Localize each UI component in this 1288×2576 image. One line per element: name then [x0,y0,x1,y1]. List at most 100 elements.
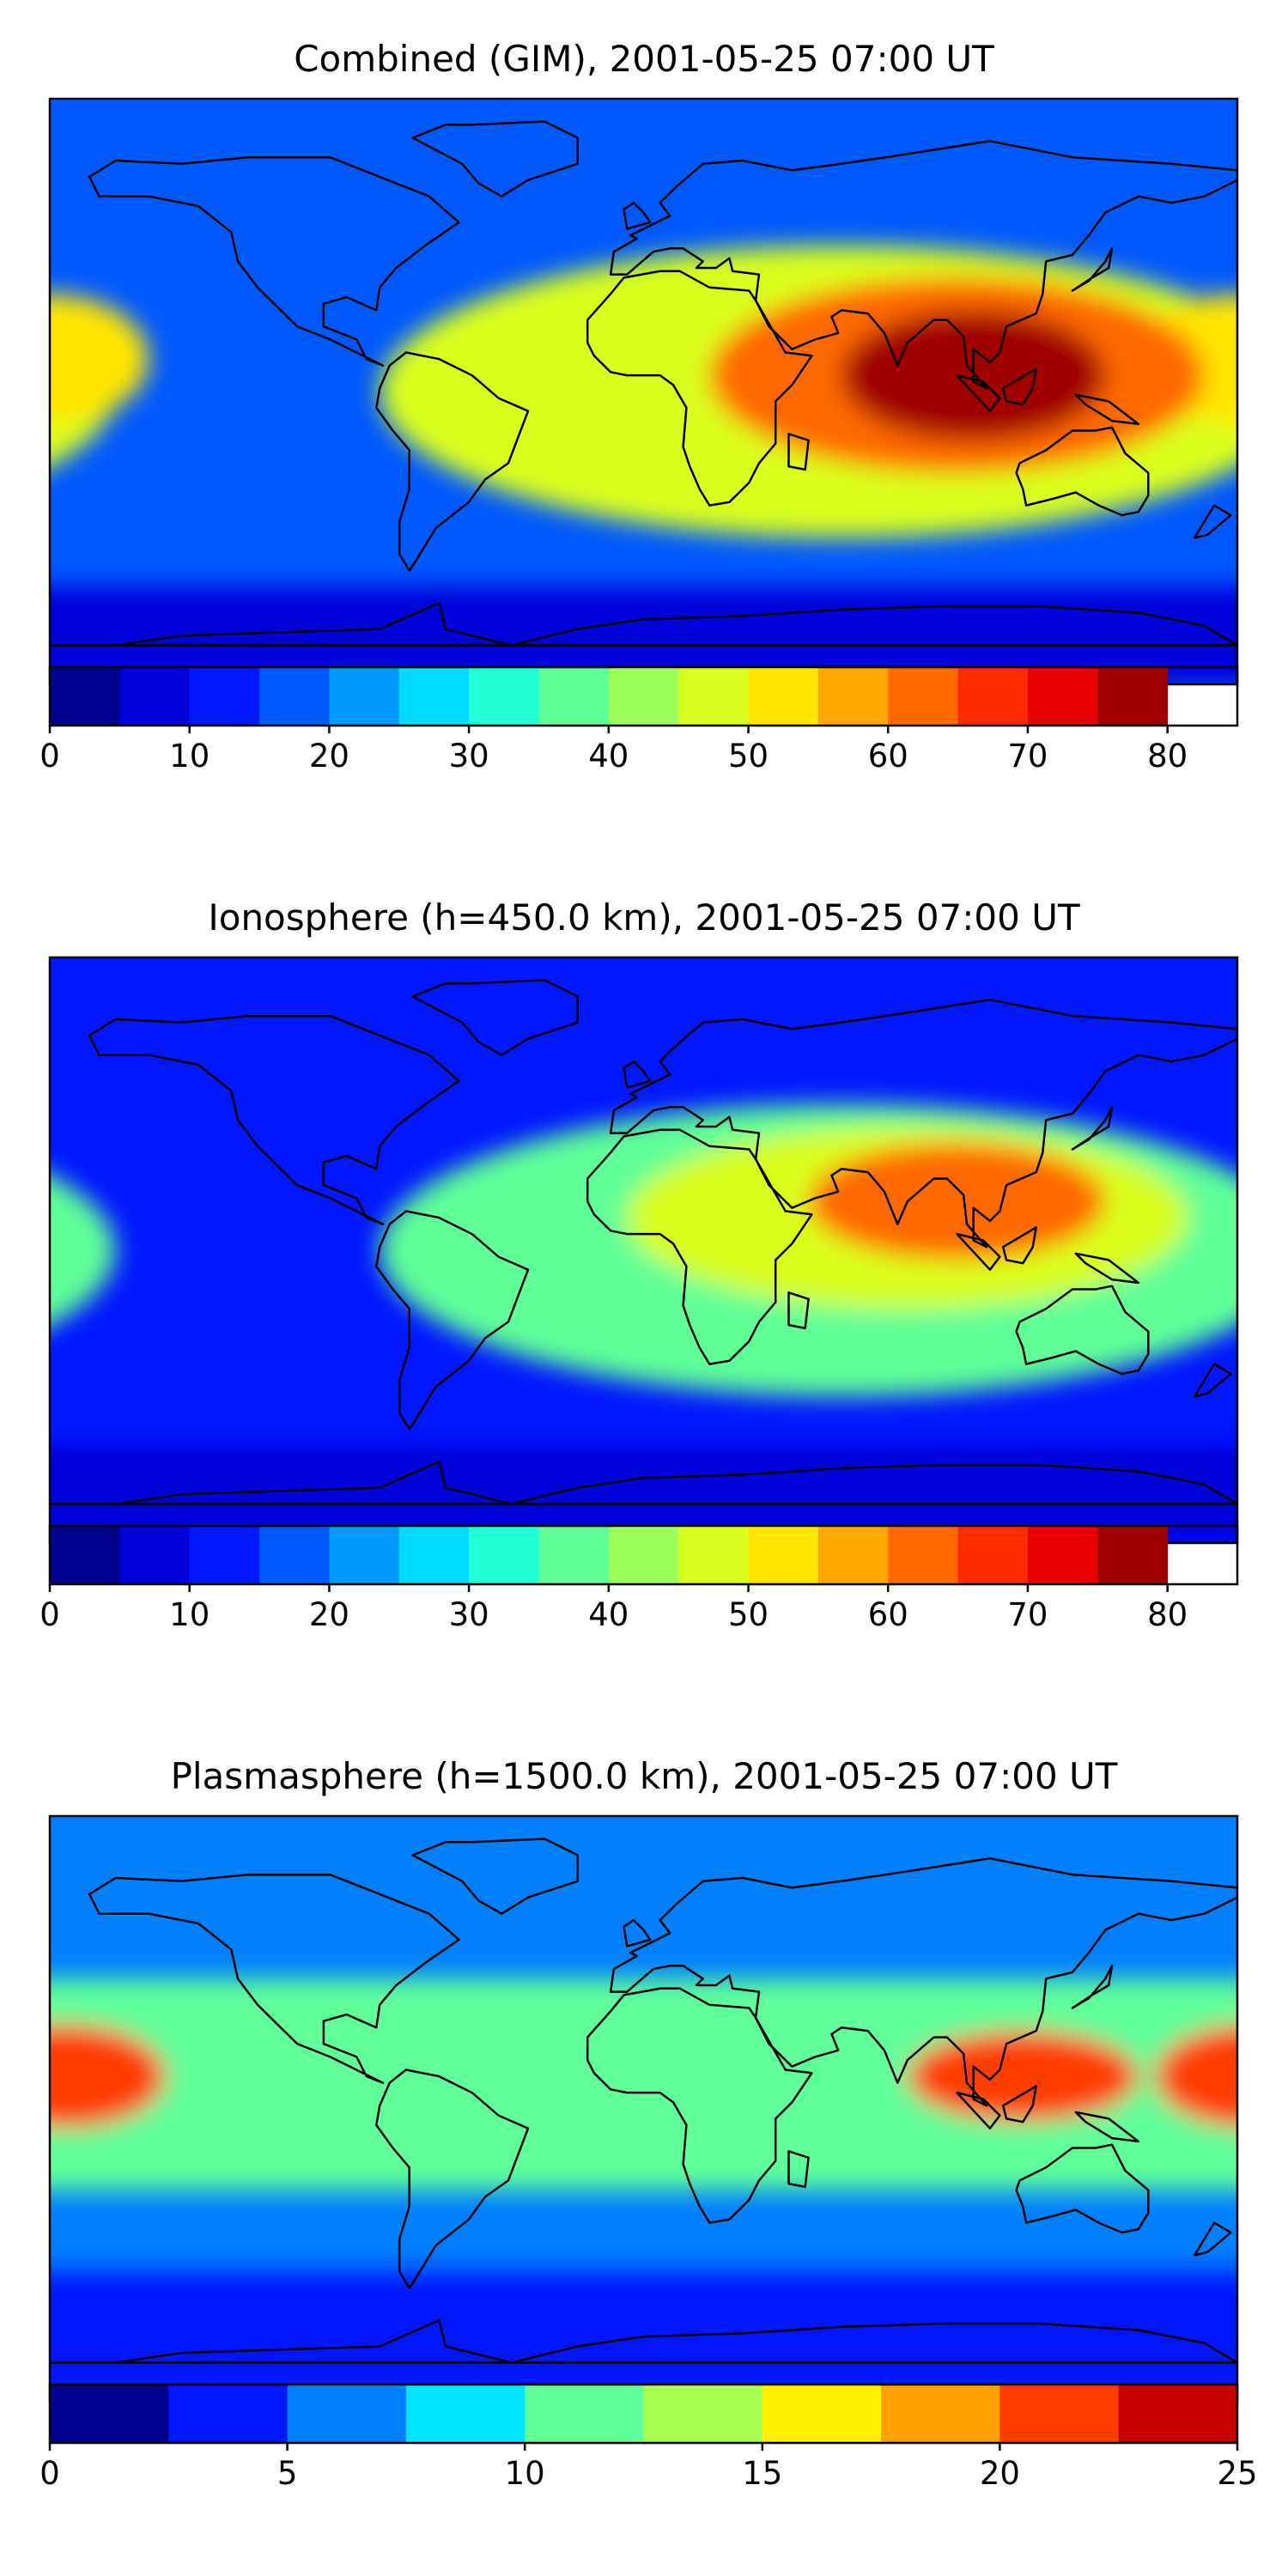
colorbar-segment [817,1526,889,1584]
coastline [88,1873,460,2084]
coastline [375,351,530,572]
coastline [50,2319,1237,2364]
coastline [1071,1965,1114,2009]
colorbar-2: 0 5 10 15 20 25 [39,2383,1258,2492]
colorbar-tick-label: 5 [277,2455,298,2492]
coastline [1015,2143,1150,2234]
coastline [1071,1106,1114,1151]
colorbar-segment [119,1526,191,1584]
coastline [586,270,813,507]
tec-field [50,1816,1237,2402]
colorbar-segment [888,667,959,726]
colorbar-tick-label: 0 [39,2455,60,2492]
panel-title-ionosphere: Ionosphere (h=450.0 km), 2001-05-25 07:0… [208,896,1080,939]
coastline [1193,2221,1232,2257]
coastline [956,2091,1001,2129]
coastlines [50,979,1237,1505]
coastline [1015,1285,1150,1376]
colorbar-segment [538,667,610,726]
colorbar-tick-label: 30 [449,1596,489,1633]
coastline [787,1291,810,1330]
tec-field [50,957,1237,1543]
colorbar-tick-label: 80 [1147,738,1188,775]
colorbar-tick-label: 10 [169,738,210,775]
coastline [609,1857,1237,2107]
colorbar-segment [888,1526,959,1584]
coastline [787,433,810,471]
colorbar-segment [1097,1526,1169,1584]
colorbar-segment [469,667,539,726]
tec-field [50,99,1237,684]
panel-title-combined: Combined (GIM), 2001-05-25 07:00 UT [294,38,994,80]
coastline [1015,426,1150,517]
colorbar-segment [398,667,470,726]
coastline [623,1918,652,1947]
colorbar-segment [1118,2385,1238,2443]
colorbar-segment [398,1526,470,1584]
coastline [1001,368,1037,406]
colorbar-segment [881,2385,1000,2443]
coastline [623,1060,652,1089]
colorbar-tick-label: 40 [588,738,629,775]
colorbar-tick-label: 0 [39,738,60,775]
colorbar-tick-label: 50 [728,738,769,775]
colorbar-segment [168,2385,289,2443]
colorbar-segment [189,1526,260,1584]
colorbar-tick-label: 25 [1217,2455,1257,2492]
colorbar-segment [259,667,330,726]
colorbar-tick-label: 60 [868,738,908,775]
field-blob [50,1175,116,1326]
field-blob [50,294,149,424]
colorbar-tick-label: 20 [980,2455,1020,2492]
colorbar-segment [1097,667,1169,726]
colorbar-segment [999,2385,1120,2443]
colorbar-tick-label: 0 [39,1596,60,1633]
colorbar-segment [608,1526,679,1584]
colorbar-segment [259,1526,330,1584]
colorbar-segment [469,1526,539,1584]
colorbar-tick-label: 10 [505,2455,545,2492]
colorbar-tick-label: 15 [742,2455,782,2492]
colorbar-segment [1027,1526,1098,1584]
colorbar-segment [329,1526,400,1584]
colorbar-frame [48,1524,1239,1586]
colorbar-segment [817,667,889,726]
coastline [586,1128,813,1365]
colorbar-tick-label: 70 [1007,1596,1048,1633]
colorbar-segment [762,2385,882,2443]
colorbar-segment [957,667,1029,726]
coastlines [50,1838,1237,2364]
coastline [1001,1226,1037,1265]
colorbar-segment [50,667,120,726]
coastline [1193,1363,1232,1398]
colorbar-segment [643,2385,763,2443]
colorbar-tick-label: 10 [169,1596,210,1633]
colorbar-segment [405,2385,526,2443]
map-panel-0 [48,97,1239,686]
coastline [609,999,1237,1249]
coastline [411,120,579,197]
coastline [1074,393,1140,426]
coastline [1193,504,1232,539]
coastline [956,1232,1001,1271]
coastline [609,140,1237,390]
coastline [1071,247,1114,292]
colorbar-segment [608,667,679,726]
colorbar-segment [957,1526,1029,1584]
colorbar-segment [50,1526,120,1584]
coastline [1001,2085,1037,2123]
colorbar-segment [748,667,819,726]
field-blob [907,2031,1139,2123]
colorbar-1: 0 10 20 30 40 50 60 70 80 [39,1524,1239,1633]
colorbar-segment [748,1526,819,1584]
colorbar-frame [48,665,1239,727]
coastline [411,1838,579,1915]
colorbar-segment [189,667,260,726]
colorbar-tick-label: 30 [449,738,489,775]
colorbar-segment [678,667,750,726]
field-blob [50,2024,166,2129]
coastline [88,155,460,367]
coastline [1074,1252,1140,1285]
coastline [88,1014,460,1225]
